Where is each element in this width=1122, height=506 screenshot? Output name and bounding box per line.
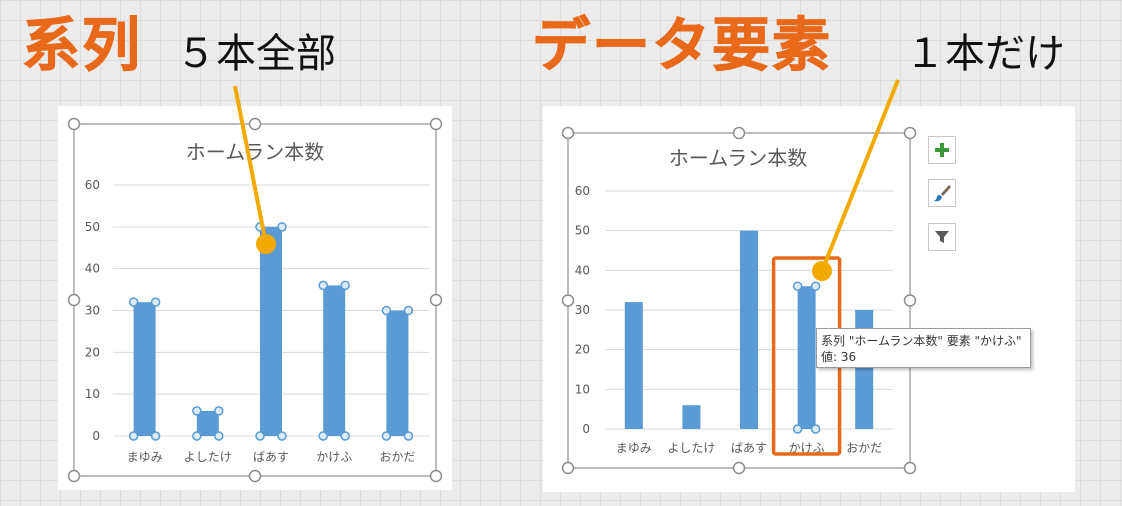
selection-handle: [277, 222, 287, 232]
chart-resize-handle: [732, 126, 746, 140]
y-tick-label: 30: [575, 303, 590, 317]
selection-handle: [792, 281, 803, 291]
x-tick-label: よしたけ: [184, 450, 232, 464]
chart-resize-handle: [429, 117, 443, 131]
bar-よしたけ: [196, 410, 219, 436]
series-chart[interactable]: ホームラン本数 0 10 20 30 40 50 60 まゆみ よしたけ ばあす かけふ おかだ: [58, 106, 452, 490]
chart-resize-handle: [561, 294, 575, 307]
chart-resize-handle: [903, 126, 917, 140]
y-tick-label: 50: [85, 220, 100, 234]
bar-まゆみ: [133, 302, 156, 436]
selection-handle: [192, 431, 202, 441]
y-tick-label: 30: [85, 304, 100, 318]
series-note: ５本全部: [176, 31, 336, 77]
x-tick-label: かけふ: [789, 441, 825, 455]
brush-icon: [934, 185, 951, 202]
selection-handle: [128, 297, 139, 307]
selection-handle: [381, 305, 392, 316]
bar-かけふ: [323, 285, 346, 436]
chart-frame: [73, 123, 437, 477]
selection-handle: [318, 280, 328, 291]
y-tick-label: 50: [575, 224, 590, 238]
x-tick-label: かけふ: [316, 450, 352, 464]
bar-おかだ: [386, 310, 409, 436]
series-heading: 系列: [21, 11, 143, 80]
bar-まゆみ: [624, 302, 643, 429]
y-tick-label: 20: [85, 345, 100, 359]
y-tick-label: 60: [575, 184, 590, 198]
chart-styles-button[interactable]: [928, 179, 956, 207]
selection-handle: [403, 431, 414, 441]
selection-handle: [340, 431, 350, 441]
chart-resize-handle: [248, 117, 262, 131]
selection-handle: [318, 431, 328, 441]
selection-handle: [255, 222, 265, 232]
x-tick-label: ばあす: [731, 441, 767, 455]
chart-resize-handle: [903, 294, 917, 307]
selection-handle: [792, 424, 803, 434]
y-tick-label: 20: [575, 343, 590, 357]
plus-icon: [935, 143, 949, 157]
y-tick-label: 0: [92, 429, 100, 443]
selection-handle: [192, 406, 202, 416]
y-tick-label: 0: [582, 422, 590, 436]
y-tick-label: 60: [85, 178, 100, 192]
bar-ばあす: [740, 230, 758, 429]
x-tick-label: おかだ: [379, 450, 415, 464]
x-tick-label: まゆみ: [616, 441, 652, 455]
selection-handle: [340, 280, 350, 291]
x-tick-label: よしたけ: [667, 441, 715, 455]
chart-resize-handle: [67, 293, 81, 307]
y-tick-label: 40: [85, 262, 100, 276]
chart-resize-handle: [67, 469, 81, 483]
selection-handle: [255, 431, 265, 441]
data-element-note: １本だけ: [905, 31, 1065, 77]
chart-title: ホームラン本数: [186, 140, 324, 164]
tooltip-value-line: 値: 36: [821, 350, 857, 364]
x-tick-label: おかだ: [846, 441, 882, 455]
y-tick-label: 10: [575, 382, 590, 396]
bar-かけふ: [797, 286, 816, 429]
bar-よしたけ: [682, 405, 701, 429]
data-element-chart[interactable]: ホームラン本数 0 10 20 30 40 50 60 まゆみ よしたけ ばあす かけふ おかだ: [543, 106, 1075, 492]
chart-resize-handle: [561, 461, 575, 475]
chart-resize-handle: [67, 117, 81, 131]
x-tick-label: まゆみ: [127, 450, 163, 464]
chart-filters-button[interactable]: [928, 223, 956, 251]
chart-resize-handle: [903, 461, 917, 475]
chart-resize-handle: [732, 461, 746, 475]
data-element-heading: データ要素: [531, 11, 833, 80]
y-tick-label: 40: [575, 263, 590, 277]
chart-resize-handle: [429, 293, 443, 307]
y-tick-label: 10: [85, 387, 100, 401]
filter-icon: [935, 231, 949, 243]
bar-ばあす: [260, 226, 282, 436]
selection-handle: [150, 431, 161, 441]
selection-handle: [810, 281, 821, 291]
selection-handle: [810, 424, 821, 434]
chart-title: ホームラン本数: [669, 146, 807, 170]
data-point-tooltip: 系列 "ホームラン本数" 要素 "かけふ" 値: 36: [816, 328, 1031, 368]
chart-resize-handle: [429, 469, 443, 483]
data-element-selection-panel: ホームラン本数 0 10 20 30 40 50 60 まゆみ よしたけ ばあす かけふ おかだ 系列 …: [543, 106, 1075, 492]
x-tick-label: ばあす: [253, 450, 289, 464]
selection-handle: [214, 406, 224, 416]
selection-handle: [214, 431, 224, 441]
selection-handle: [128, 431, 139, 441]
selection-handle: [277, 431, 287, 441]
chart-resize-handle: [248, 469, 262, 483]
selection-handle: [403, 305, 414, 316]
chart-resize-handle: [561, 126, 575, 140]
selection-handle: [150, 297, 161, 307]
chart-elements-button[interactable]: [928, 136, 956, 164]
series-selection-panel: ホームラン本数 0 10 20 30 40 50 60 まゆみ よしたけ ばあす かけふ おかだ: [58, 106, 452, 490]
tooltip-series-line: 系列 "ホームラン本数" 要素 "かけふ": [821, 334, 1022, 348]
selection-handle: [381, 431, 392, 441]
